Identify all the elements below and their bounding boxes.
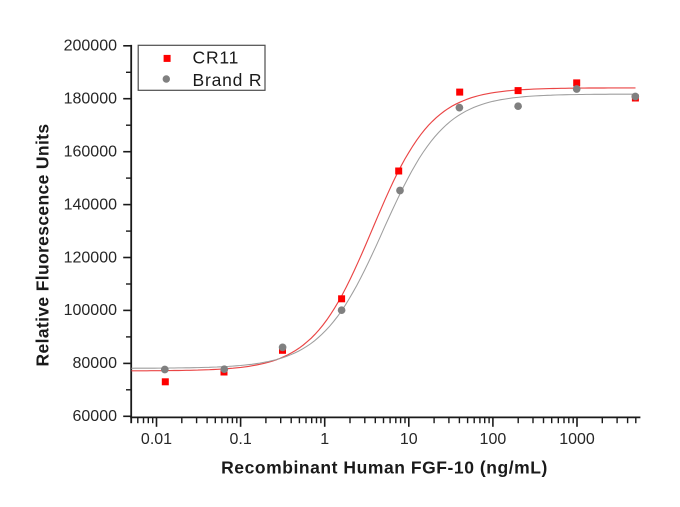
svg-text:60000: 60000 [73, 408, 118, 425]
svg-text:160000: 160000 [64, 144, 117, 161]
svg-text:200000: 200000 [64, 38, 117, 55]
svg-text:1: 1 [320, 431, 329, 448]
svg-text:180000: 180000 [64, 91, 117, 108]
svg-text:80000: 80000 [73, 355, 118, 372]
svg-text:0.1: 0.1 [229, 431, 251, 448]
svg-text:Brand R: Brand R [193, 70, 263, 90]
svg-text:Recombinant Human FGF-10 (ng/m: Recombinant Human FGF-10 (ng/mL) [221, 458, 548, 478]
svg-text:CR11: CR11 [193, 48, 240, 68]
svg-text:100: 100 [480, 431, 507, 448]
svg-text:1000: 1000 [559, 431, 595, 448]
svg-text:Relative Fluorescence Units: Relative Fluorescence Units [33, 124, 53, 367]
svg-text:0.01: 0.01 [141, 431, 172, 448]
svg-text:10: 10 [400, 431, 418, 448]
svg-text:100000: 100000 [64, 302, 117, 319]
svg-text:120000: 120000 [64, 249, 117, 266]
svg-text:140000: 140000 [64, 196, 117, 213]
